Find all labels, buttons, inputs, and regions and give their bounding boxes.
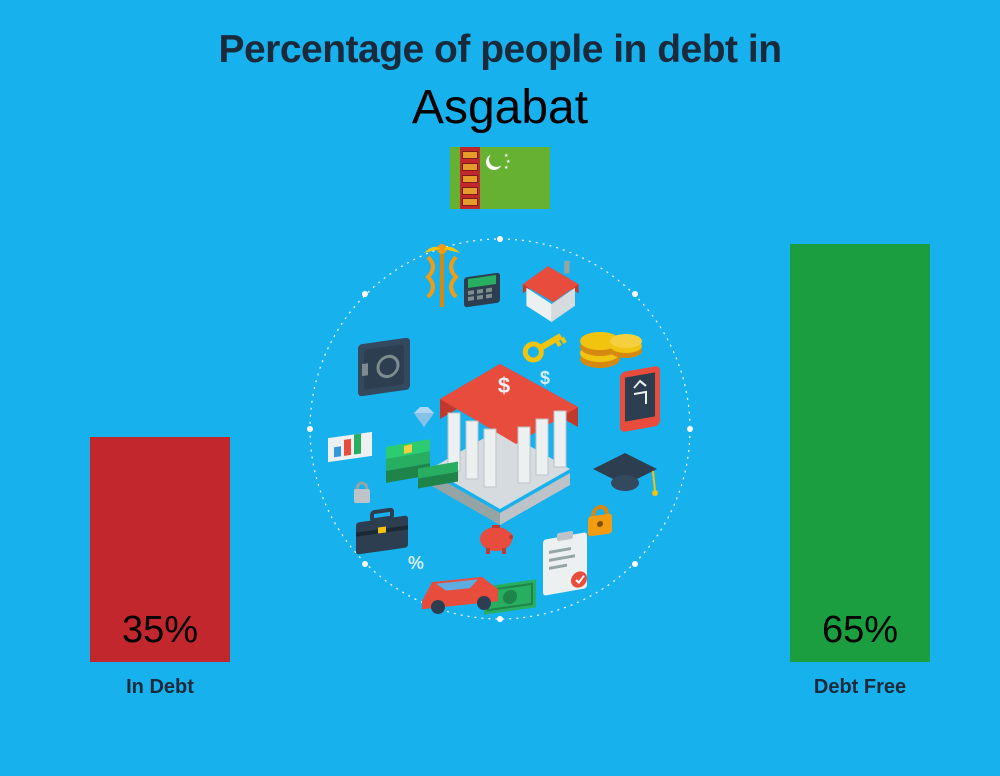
center-finance-graphic: $ $ % $ [290,219,710,639]
key-icon [522,328,566,363]
dollar-icon: $ [540,368,550,388]
bar-rect: 65% [790,244,930,662]
bar-chart-icon [328,432,372,462]
page-subtitle: Asgabat [0,80,1000,135]
bar-debt-free: 65% Debt Free [780,244,940,699]
bar-label: In Debt [80,676,240,699]
bank-icon: $ [430,364,578,525]
chart-area: 35% In Debt 65% Debt Free $ $ % [0,209,1000,759]
flag-pattern [462,187,478,195]
padlock-open-icon [354,483,370,503]
padlock-icon [588,506,612,537]
flag-pattern [462,151,478,159]
bar-label: Debt Free [780,676,940,699]
caduceus-icon [424,244,460,307]
flag-stripe [460,147,480,209]
flag-pattern [462,163,478,171]
percent-icon: % [408,553,424,573]
diamond-icon [414,407,434,427]
svg-text:$: $ [498,373,510,398]
car-icon [422,575,498,614]
flag-pattern [462,198,478,206]
flag-turkmenistan: ★ ★ ★ [450,147,550,209]
safe-icon [358,337,410,396]
flag-star-icon: ★ [504,165,508,171]
phone-icon [620,365,660,432]
calculator-icon [464,272,500,307]
house-icon [523,261,579,322]
page-title: Percentage of people in debt in [0,0,1000,72]
bar-value: 35% [90,609,230,652]
flag-crescent-icon [486,154,502,170]
piggy-icon [480,525,513,554]
grad-cap-icon [593,453,658,496]
bar-in-debt: 35% In Debt [80,437,240,699]
briefcase-icon [356,510,408,555]
clipboard-icon [543,531,587,596]
bar-rect: 35% [90,437,230,662]
cash-stack-icon [386,439,458,488]
flag-pattern [462,175,478,183]
coins-icon [580,332,642,368]
bar-value: 65% [790,609,930,652]
